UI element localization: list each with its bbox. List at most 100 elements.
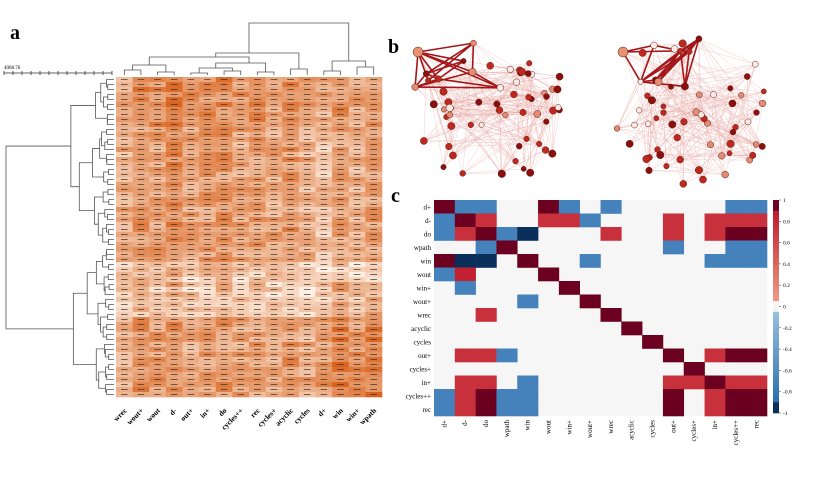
- network-node: [710, 91, 718, 98]
- colorbar-segment: [773, 247, 779, 254]
- correlation-cell: [475, 402, 497, 417]
- network-edge: [520, 72, 545, 94]
- correlation-cell: [662, 375, 685, 390]
- colorbar-segment: [773, 231, 779, 238]
- network-node: [549, 106, 558, 115]
- correlation-cell: [579, 213, 601, 228]
- network-node: [696, 91, 703, 99]
- colorbar-segment: [773, 338, 779, 345]
- colorbar-segment: [773, 322, 779, 329]
- network-edge: [529, 63, 553, 90]
- colorbar-segment: [773, 306, 779, 313]
- network-node: [475, 98, 483, 106]
- correlation-cell: [475, 348, 497, 363]
- network-edge: [496, 103, 502, 173]
- correlation-cell: [475, 389, 497, 403]
- correlation-cell: [746, 254, 768, 268]
- network-edge: [730, 88, 763, 104]
- network-edge-strong: [657, 38, 700, 83]
- network-edge: [672, 124, 711, 145]
- network-edge-strong: [425, 42, 474, 75]
- network-node: [759, 99, 767, 108]
- correlation-cell: [621, 321, 643, 336]
- network-edge: [470, 88, 553, 126]
- colorbar-tick-label: -0.6: [783, 368, 792, 374]
- network-edge: [647, 48, 675, 96]
- network-edge: [648, 123, 673, 125]
- colorbar-segment: [773, 221, 779, 227]
- network-edge: [672, 124, 681, 160]
- correlation-cell: [434, 389, 456, 403]
- network-edge: [443, 91, 447, 118]
- network-edge: [672, 124, 757, 145]
- correlation-cell: [704, 213, 726, 228]
- correlation-colorbar: 1 0.8 0.6 0.4 0.2 0 -0.2 -0.4 -0.6 -0.8 -1: [773, 198, 792, 417]
- colorbar-tick-label: 0.6: [783, 241, 790, 247]
- network-edge: [538, 110, 554, 145]
- network-edge: [523, 73, 529, 169]
- network-edge: [698, 38, 764, 92]
- correlation-cell: [600, 200, 622, 214]
- panel-label-b: b: [388, 36, 400, 58]
- network-node: [506, 65, 514, 73]
- correlation-cell: [746, 375, 768, 390]
- colorbar-segment: [773, 205, 779, 211]
- network-edge: [530, 99, 532, 173]
- colorbar-segment: [773, 311, 779, 318]
- network-node: [699, 175, 707, 184]
- network-node: [638, 49, 647, 57]
- column-label: in+: [711, 420, 719, 429]
- network-edge: [616, 81, 641, 129]
- network-edge: [729, 112, 757, 154]
- network-node: [543, 118, 550, 125]
- network-edge-strong: [427, 42, 474, 82]
- network-edge: [653, 43, 683, 46]
- network-edge: [683, 121, 726, 175]
- correlation-column-labels: d+ d-do wpath win wout win+ wout+ wrec acyclic cy…: [440, 419, 760, 445]
- colorbar-segment: [773, 285, 779, 291]
- network-node: [644, 120, 652, 128]
- network-node: [497, 169, 506, 178]
- network-edge-strong: [417, 51, 501, 89]
- network-node: [729, 129, 737, 136]
- correlation-cell: [517, 294, 539, 309]
- network-edge: [732, 132, 753, 156]
- column-label: cycles+: [690, 420, 698, 441]
- correlation-cell: [662, 227, 685, 241]
- network-edge: [519, 146, 531, 173]
- correlation-cell: [725, 348, 747, 363]
- network-edge: [730, 103, 733, 144]
- network-edge-strong: [684, 51, 690, 87]
- correlation-cell: [454, 389, 476, 403]
- column-dendrogram: [123, 22, 375, 75]
- correlation-cell: [746, 389, 768, 403]
- network-edge: [648, 123, 730, 154]
- column-label: wpath: [503, 420, 511, 438]
- network-edge: [640, 81, 647, 160]
- row-label: wout+: [413, 298, 431, 306]
- column-label: d+: [440, 420, 448, 428]
- network-edge-strong: [438, 78, 501, 89]
- network-edge: [622, 51, 661, 156]
- column-label: win: [524, 420, 532, 431]
- network-node: [752, 60, 759, 68]
- network-edge: [510, 69, 547, 97]
- colorbar-segment: [773, 237, 779, 243]
- network-edge: [428, 80, 531, 173]
- colorbar-segment: [773, 391, 779, 398]
- network-node: [679, 180, 688, 188]
- network-node: [647, 96, 656, 105]
- network-node: [439, 87, 448, 96]
- correlation-cell: [454, 402, 476, 417]
- colorbar-segment: [773, 386, 779, 392]
- network-edge: [451, 60, 464, 127]
- network-edge: [423, 125, 452, 142]
- correlation-cell: [746, 348, 768, 363]
- network-node: [510, 90, 518, 99]
- network-node: [636, 107, 643, 114]
- colorbar-segment: [773, 290, 779, 297]
- network-node: [548, 149, 557, 158]
- correlation-cell: [725, 200, 747, 214]
